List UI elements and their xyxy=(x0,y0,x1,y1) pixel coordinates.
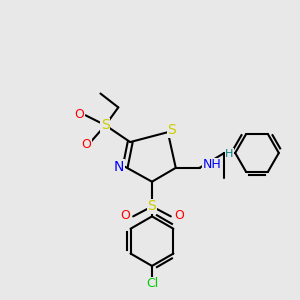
Text: S: S xyxy=(101,118,110,132)
Text: O: O xyxy=(75,108,85,121)
Text: S: S xyxy=(148,200,156,214)
Text: Cl: Cl xyxy=(146,277,158,290)
Text: H: H xyxy=(225,149,234,159)
Text: O: O xyxy=(174,209,184,222)
Text: NH: NH xyxy=(202,158,221,171)
Text: O: O xyxy=(120,209,130,222)
Text: O: O xyxy=(82,138,92,151)
Text: S: S xyxy=(167,123,176,137)
Text: N: N xyxy=(114,160,124,174)
